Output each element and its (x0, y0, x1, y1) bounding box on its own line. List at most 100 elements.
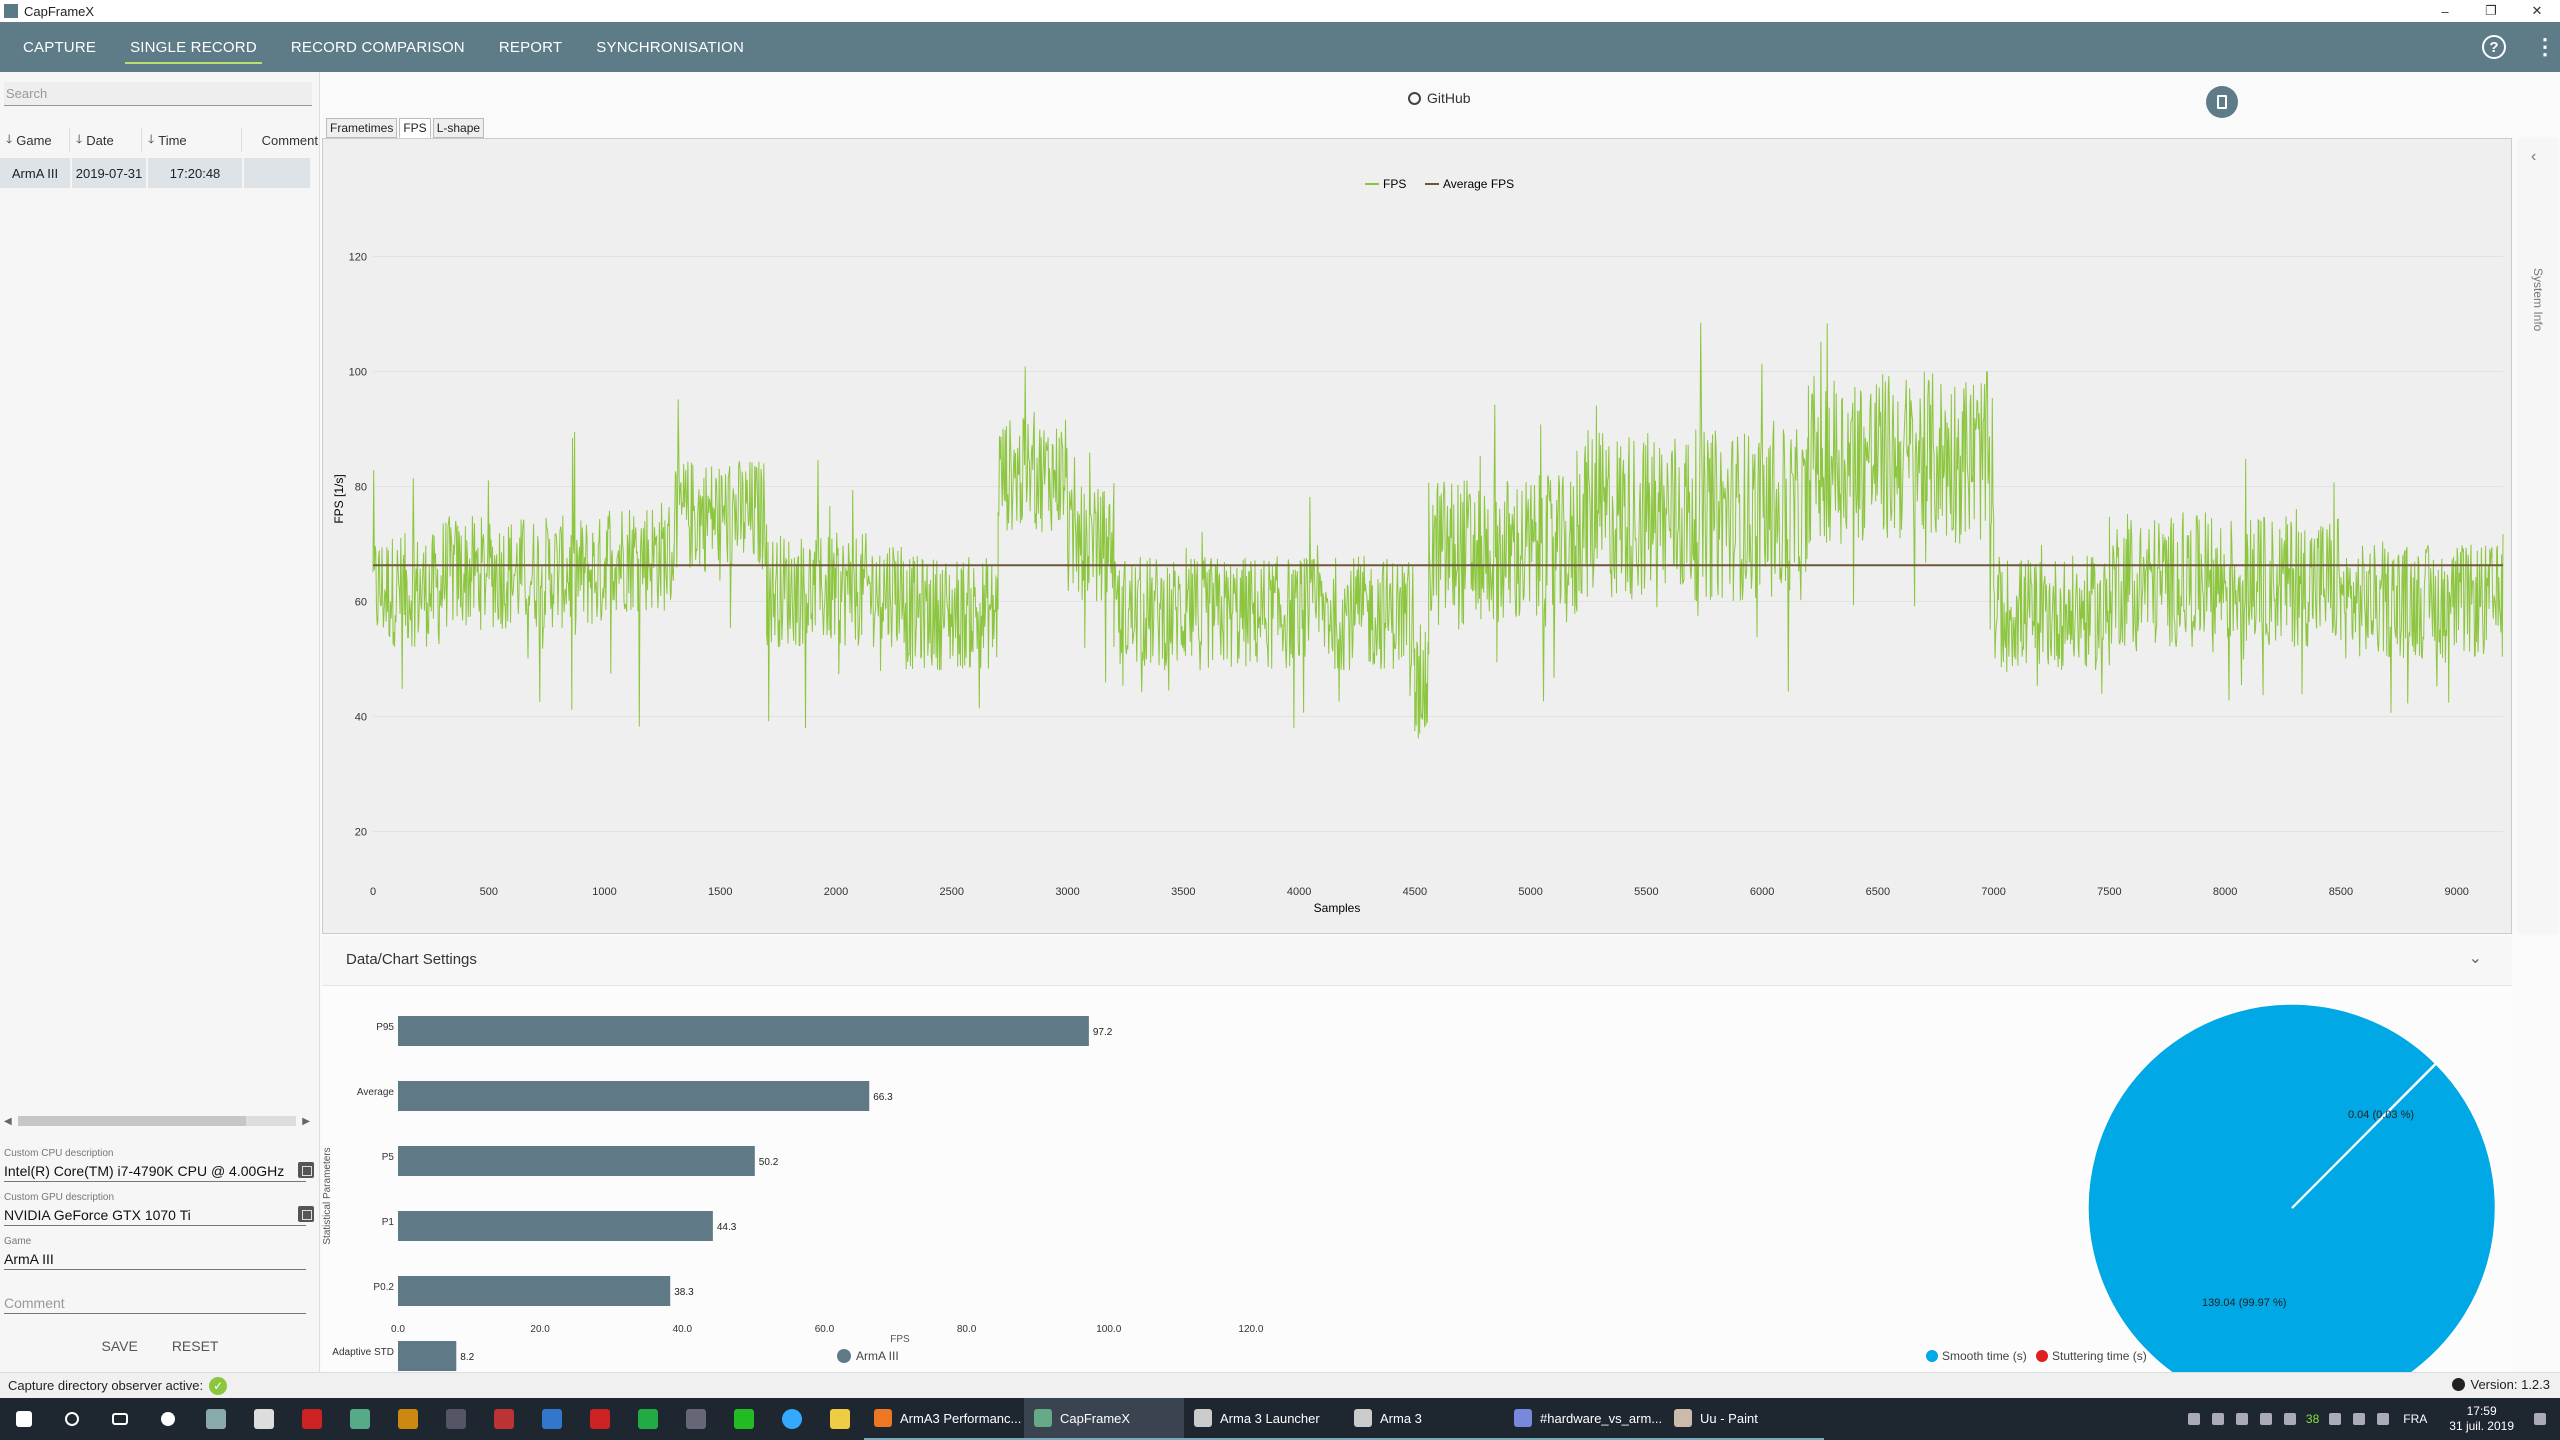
stat-bar (398, 1016, 1089, 1046)
app-icon-3[interactable] (384, 1398, 432, 1440)
tab-report[interactable]: REPORT (498, 38, 563, 56)
search-icon[interactable] (48, 1398, 96, 1440)
microphone-icon[interactable] (2187, 1413, 2200, 1425)
calculator-icon[interactable] (240, 1398, 288, 1440)
tray-counter: 38 (2305, 1412, 2320, 1426)
window-titlebar: CapFrameX – ❐ ✕ (0, 0, 2560, 22)
bar-x-tick-label: 100.0 (1096, 1324, 1121, 1335)
column-header-time[interactable]: 🡓 Time (142, 128, 242, 152)
app-icon-10[interactable] (720, 1398, 768, 1440)
filezilla-icon[interactable] (288, 1398, 336, 1440)
app-icon-2[interactable] (336, 1398, 384, 1440)
cpu-description-input[interactable]: Intel(R) Core(TM) i7-4790K CPU @ 4.00GHz (4, 1161, 306, 1182)
subtab-fps[interactable]: FPS (399, 118, 431, 138)
app-icon-7[interactable] (576, 1398, 624, 1440)
cell-game: ArmA III (0, 158, 70, 188)
horizontal-scrollbar[interactable]: ◀ ▶ (4, 1114, 310, 1128)
search-input[interactable]: Search (4, 82, 312, 106)
pie-label-smooth: 139.04 (99.97 %) (2202, 1297, 2286, 1309)
save-button[interactable]: SAVE (101, 1338, 138, 1354)
bar-value-label: 44.3 (717, 1222, 737, 1233)
taskbar-app-paint[interactable]: Uu - Paint (1664, 1398, 1824, 1440)
fps-y-tick-label: 60 (355, 597, 367, 609)
volume-icon[interactable] (2377, 1413, 2390, 1425)
chevron-down-icon[interactable]: ⌄ (2468, 950, 2482, 967)
taskbar-app-arma3[interactable]: Arma 3 (1344, 1398, 1504, 1440)
status-bar: Capture directory observer active: ✓ Ver… (0, 1372, 2560, 1398)
app-icon-11[interactable] (768, 1398, 816, 1440)
capframex-icon (1034, 1409, 1052, 1427)
comment-input[interactable]: Comment (4, 1293, 306, 1314)
app-icon-9[interactable] (672, 1398, 720, 1440)
help-icon[interactable]: ? (2482, 35, 2506, 59)
game-input[interactable]: ArmA III (4, 1249, 306, 1270)
tray-app-icon[interactable] (2211, 1413, 2224, 1425)
close-button[interactable]: ✕ (2531, 3, 2543, 18)
gpu-description-input[interactable]: NVIDIA GeForce GTX 1070 Ti (4, 1205, 306, 1226)
save-gpu-icon[interactable] (298, 1206, 314, 1222)
record-table-header: 🡓 Game 🡓 Date 🡓 Time Comment (0, 128, 320, 152)
paint-icon (1674, 1409, 1692, 1427)
tab-synchronisation[interactable]: SYNCHRONISATION (596, 38, 745, 56)
task-view-icon[interactable] (96, 1398, 144, 1440)
comment-field[interactable]: Comment (4, 1280, 306, 1314)
subtab-frametimes[interactable]: Frametimes (326, 118, 398, 138)
dropbox-icon[interactable] (2235, 1413, 2248, 1425)
game-field[interactable]: Game ArmA III (4, 1236, 306, 1270)
taskbar-app-capframex[interactable]: CapFrameX (1024, 1398, 1184, 1440)
column-header-comment[interactable]: Comment (261, 132, 318, 148)
sun-icon[interactable] (144, 1398, 192, 1440)
report-float-button[interactable] (2206, 86, 2238, 118)
column-header-game[interactable]: 🡓 Game (0, 128, 70, 152)
save-cpu-icon[interactable] (298, 1162, 314, 1178)
bar-x-tick-label: 40.0 (673, 1324, 693, 1335)
data-chart-settings-header[interactable]: Data/Chart Settings ⌄ (322, 936, 2512, 986)
minimize-button[interactable]: – (2441, 3, 2449, 19)
bar-value-label: 8.2 (460, 1352, 474, 1363)
clock[interactable]: 17:59 31 juil. 2019 (2449, 1404, 2514, 1433)
scroll-right-icon[interactable]: ▶ (302, 1115, 310, 1127)
fps-y-axis-title: FPS [1/s] (332, 474, 346, 523)
more-options-icon[interactable]: ⋮ (2534, 34, 2556, 59)
start-icon[interactable] (0, 1398, 48, 1440)
tab-record-comparison[interactable]: RECORD COMPARISON (290, 38, 465, 56)
app-icon-5[interactable] (480, 1398, 528, 1440)
gpu-description-label: Custom GPU description (4, 1192, 115, 1203)
github-link[interactable]: GitHub (1408, 90, 1471, 106)
chevron-left-icon[interactable]: ‹ (2531, 148, 2537, 165)
reset-button[interactable]: RESET (171, 1338, 219, 1354)
gpu-description-field[interactable]: Custom GPU description NVIDIA GeForce GT… (4, 1192, 314, 1226)
restore-button[interactable]: ❐ (2485, 3, 2497, 18)
fps-x-tick-label: 1000 (592, 886, 616, 898)
app-icon-8[interactable] (624, 1398, 672, 1440)
subtab-l-shape[interactable]: L-shape (432, 118, 485, 138)
steam-icon[interactable] (2259, 1413, 2272, 1425)
tab-capture[interactable]: CAPTURE (23, 38, 97, 56)
tab-single-record[interactable]: SINGLE RECORD (119, 22, 268, 72)
app-icon-6[interactable] (528, 1398, 576, 1440)
gpu-tray-icon[interactable] (2283, 1413, 2296, 1425)
taskbar-app-arma-launcher[interactable]: Arma 3 Launcher (1184, 1398, 1344, 1440)
language-indicator[interactable]: FRA (2403, 1412, 2428, 1426)
cpu-description-field[interactable]: Custom CPU description Intel(R) Core(TM)… (4, 1148, 314, 1182)
discord-tray-icon[interactable] (2329, 1413, 2342, 1425)
app-icon-4[interactable] (432, 1398, 480, 1440)
system-info-drawer[interactable]: ‹ System Info (2517, 138, 2559, 934)
fps-x-tick-label: 3500 (1171, 886, 1195, 898)
explorer-icon[interactable] (816, 1398, 864, 1440)
taskbar-app-browser[interactable]: ArmA3 Performanc... (864, 1398, 1024, 1440)
fps-x-tick-label: 1500 (708, 886, 732, 898)
fps-x-tick-label: 0 (370, 886, 376, 898)
app-icon-1[interactable] (192, 1398, 240, 1440)
scroll-left-icon[interactable]: ◀ (4, 1115, 12, 1127)
notifications-icon[interactable] (2534, 1413, 2546, 1425)
column-header-date[interactable]: 🡓 Date (70, 128, 142, 152)
taskbar-app-discord[interactable]: #hardware_vs_arm... (1504, 1398, 1664, 1440)
statistics-bar-chart: P95 97.2 Average 66.3 P5 50.2 P1 44.3 P0.2 38.3 Ad… (322, 1016, 1264, 1371)
scrollbar-thumb[interactable] (17, 1116, 246, 1126)
table-row[interactable]: ArmA III 2019-07-31 17:20:48 (0, 158, 320, 188)
pie-label-stutter: 0.04 (0.03 %) (2348, 1109, 2414, 1121)
sort-arrow-icon: 🡓 (148, 131, 155, 146)
network-icon[interactable] (2353, 1413, 2366, 1425)
game-label: Game (4, 1236, 32, 1247)
